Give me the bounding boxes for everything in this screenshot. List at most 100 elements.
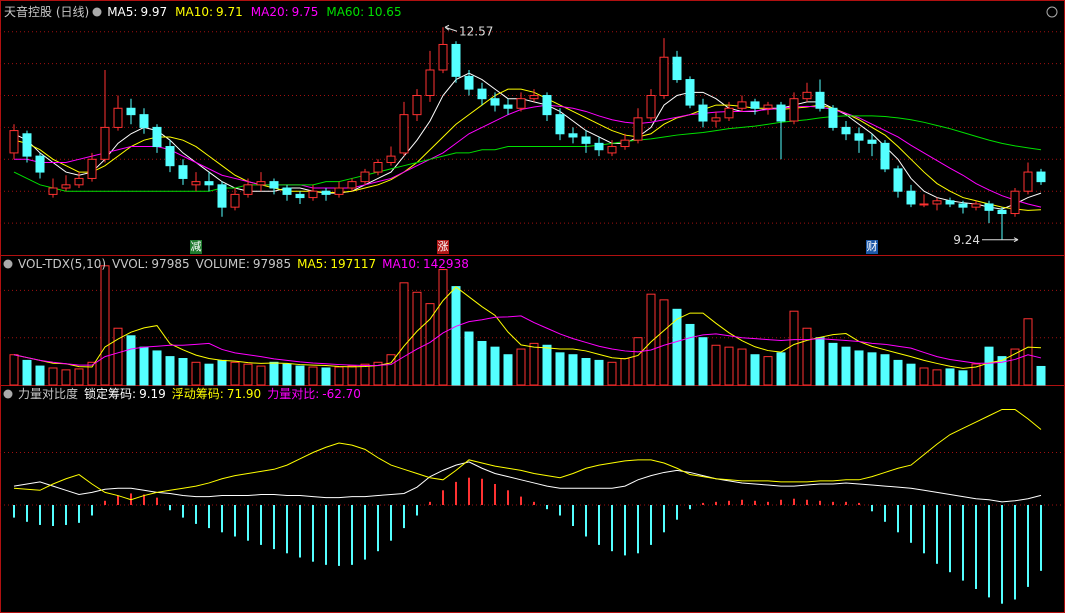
candle-body [529,95,539,100]
candle-body [893,168,903,192]
candle-body [165,146,175,167]
volume-bar [438,269,448,386]
power-bar [1001,505,1003,604]
volume-bar [737,348,747,386]
volume-bar [204,363,214,386]
candle-body [334,187,344,195]
candle-body [503,104,513,109]
candle-body [763,104,773,109]
candle-body [373,161,383,173]
power-bar [273,505,275,550]
volume-bar [646,293,656,386]
volume-bar [282,363,292,386]
volume-bar [919,367,929,386]
volume-bar [373,361,383,386]
power-bar [884,505,886,522]
candle-body [789,98,799,122]
indicator-line [14,104,1042,208]
volume-bar [295,365,305,386]
power-bar [806,499,808,505]
legend-item: 97985 [253,257,291,271]
power-bar [286,505,288,554]
indicator-line [13,315,1042,367]
power-bar [169,505,171,511]
candle-body [22,133,32,157]
volume-bar [724,346,734,386]
candle-body [451,43,461,77]
legend-item: 9.71 [216,5,243,19]
legend-item: 9.97 [140,5,167,19]
candle-body [282,187,292,195]
candle-body [386,155,396,163]
volume-bar [126,335,136,386]
power-bar [1040,505,1042,571]
power-bar [377,505,379,552]
candle-body [490,98,500,106]
volume-bar [477,340,487,386]
legend-item: MA5: [297,257,327,271]
candle-body [191,181,201,186]
volume-bar [243,363,253,386]
menu-icon[interactable] [92,7,102,17]
menu-icon[interactable] [3,389,13,399]
candle-body [646,95,656,119]
power-bar [988,505,990,598]
legend-item: -62.70 [322,387,361,401]
legend-item: 力量对比度 [18,386,78,401]
legend-item: VOL-TDX(5,10) [18,257,106,271]
power-bar [221,505,223,533]
candle-body [152,126,162,148]
legend-item: 力量对比: [267,387,319,401]
volume-bar [958,370,968,386]
power-bar [481,478,483,505]
power-bar [585,505,587,537]
power-bar [455,481,457,505]
power-bar [533,501,535,505]
volume-bar [139,346,149,386]
volume-bar [412,291,422,386]
volume-bar [932,369,942,386]
power-bar [546,505,548,510]
power-bar [39,505,41,525]
power-bar [325,505,327,565]
volume-bar [334,366,344,386]
power-bar [468,477,470,505]
power-bar [559,505,561,516]
power-bar [780,499,782,505]
candle-body [139,114,149,128]
power-bar [52,505,54,526]
candle-body [243,184,253,195]
menu-icon[interactable] [3,259,13,269]
candle-body [178,165,188,179]
candle-body [997,209,1007,215]
power-bar [403,505,405,529]
power-bar [65,505,67,525]
legend-item: 锁定筹码: [84,386,136,401]
candle-body [256,181,266,186]
volume-bar [87,361,97,386]
candle-body [633,117,643,141]
power-bar [104,500,106,505]
volume-bar [789,310,799,386]
power-bar [663,505,665,533]
power-bar [897,505,899,533]
candle-body [659,56,669,97]
event-marker [190,240,202,254]
expand-icon[interactable] [1046,6,1058,18]
volume-bar [464,331,474,386]
candle-body [230,193,240,208]
volume-bar [35,365,45,386]
volume-bar [230,361,240,386]
power-bar [13,505,15,518]
volume-bar [269,361,279,386]
candle-body [984,203,994,211]
candle-body [581,136,591,144]
candle-body [61,184,71,189]
power-bar [312,505,314,562]
volume-bar [256,365,266,386]
legend-item: 197117 [330,257,376,271]
candle-body [1010,190,1020,215]
candle-body [217,184,227,208]
candle-body [828,107,838,128]
volume-bar [9,354,19,386]
